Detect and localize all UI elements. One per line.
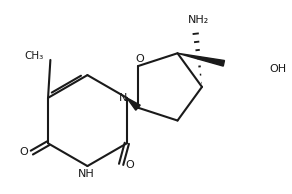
Text: OH: OH [269,64,286,74]
Text: O: O [19,147,28,157]
Text: NH₂: NH₂ [188,15,209,25]
Polygon shape [178,53,225,66]
Text: O: O [135,54,144,63]
Text: NH: NH [78,170,95,179]
Text: O: O [125,160,134,170]
Text: CH₃: CH₃ [25,51,44,61]
Polygon shape [127,98,140,110]
Text: N: N [119,93,128,103]
